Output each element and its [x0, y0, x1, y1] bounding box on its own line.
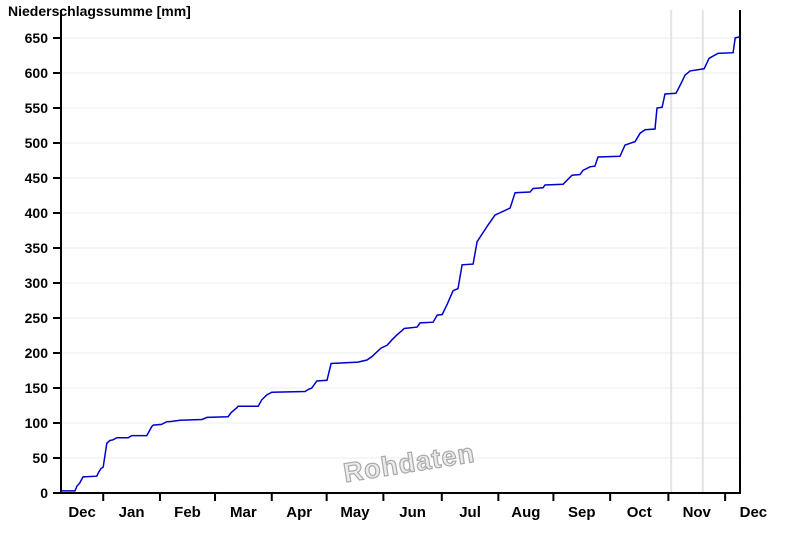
x-tick-label: Oct: [627, 504, 652, 521]
x-tick-label: Dec: [68, 504, 96, 521]
y-tick-label: 450: [25, 170, 49, 186]
precipitation-line: [61, 35, 741, 492]
x-tick-label: Jul: [459, 504, 481, 521]
x-tick-label: Aug: [511, 504, 540, 521]
x-tick-label: Apr: [286, 504, 312, 521]
x-tick-label: Mar: [230, 504, 257, 521]
y-tick-label: 0: [40, 485, 48, 501]
y-tick-label: 550: [25, 100, 49, 116]
y-tick-label: 50: [32, 450, 48, 466]
x-tick-label: Dec: [740, 504, 768, 521]
x-tick-label: Nov: [683, 504, 712, 521]
x-tick-label: Feb: [174, 504, 201, 521]
x-tick-label: May: [340, 504, 370, 521]
x-tick-label: Jun: [399, 504, 426, 521]
y-tick-label: 200: [25, 345, 49, 361]
y-tick-label: 250: [25, 310, 49, 326]
x-tick-label: Jan: [119, 504, 145, 521]
y-tick-label: 600: [25, 65, 49, 81]
y-tick-label: 500: [25, 135, 49, 151]
y-tick-label: 650: [25, 30, 49, 46]
y-tick-label: 150: [25, 380, 49, 396]
chart-title: Niederschlagssumme [mm]: [8, 3, 191, 19]
y-tick-label: 300: [25, 275, 49, 291]
y-tick-label: 350: [25, 240, 49, 256]
y-tick-label: 100: [25, 415, 49, 431]
y-tick-label: 400: [25, 205, 49, 221]
x-tick-label: Sep: [568, 504, 596, 521]
